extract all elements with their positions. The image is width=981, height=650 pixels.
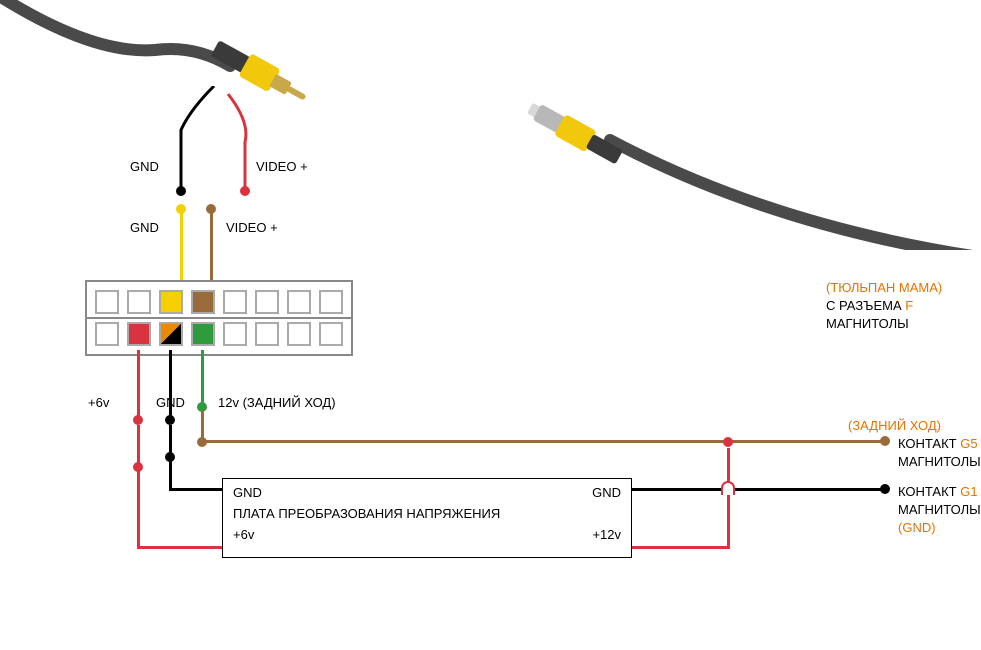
dot-red12-join [723, 437, 733, 447]
wire-red12-v [727, 448, 730, 549]
box-gnd-left: GND [233, 485, 262, 500]
pin-t6 [255, 290, 279, 314]
label-6v: +6v [88, 395, 109, 410]
label-reverse-right: (ЗАДНИЙ ХОД) [848, 418, 941, 433]
box-12v: +12v [592, 527, 621, 542]
wire-brown-v [201, 410, 204, 442]
label-radio1: МАГНИТОЛЫ [826, 316, 909, 331]
pin-b1 [95, 322, 119, 346]
dot-gnd2 [176, 204, 186, 214]
wire-black-right [632, 488, 884, 491]
pin-b6 [255, 322, 279, 346]
dot-gnd3 [165, 415, 175, 425]
label-from-f: С РАЗЪЕМА F [826, 298, 913, 313]
wire-green-bot [201, 350, 204, 406]
pin-b3-orange [159, 322, 183, 346]
label-g1-code: G1 [960, 484, 977, 499]
dot-video1 [240, 186, 250, 196]
wire-brown-mid [210, 208, 213, 284]
pin-b2-red [127, 322, 151, 346]
label-contact-g1: КОНТАКТ [898, 484, 957, 499]
wire-red-to-6v-h [137, 546, 222, 549]
box-title: ПЛАТА ПРЕОБРАЗОВАНИЯ НАПРЯЖЕНИЯ [233, 506, 621, 521]
wire-red-to-6v-v [137, 468, 140, 548]
wire-black-to-gnd [169, 455, 172, 490]
label-radio3: МАГНИТОЛЫ [898, 502, 981, 517]
wire-black-to-gnd-h [169, 488, 222, 491]
connector-divider [87, 317, 351, 319]
pin-b7 [287, 322, 311, 346]
wire-red-bot [137, 350, 140, 420]
pin-b5 [223, 322, 247, 346]
female-cable [600, 110, 981, 250]
dot-brown-end [880, 436, 890, 446]
label-g5: КОНТАКТ G5 [898, 436, 978, 451]
wire-red12-h1 [632, 546, 730, 549]
dot-black-end [880, 484, 890, 494]
label-video1: VIDEO + [256, 159, 308, 174]
pin-b4-green [191, 322, 215, 346]
pin-t4-brown [191, 290, 215, 314]
pin-b8 [319, 322, 343, 346]
pin-t8 [319, 290, 343, 314]
converter-box: GND GND ПЛАТА ПРЕОБРАЗОВАНИЯ НАПРЯЖЕНИЯ … [222, 478, 632, 558]
label-radio2: МАГНИТОЛЫ [898, 454, 981, 469]
pin-t3-yellow [159, 290, 183, 314]
pin-t5 [223, 290, 247, 314]
label-g1: КОНТАКТ G1 [898, 484, 978, 499]
label-12v-rev: 12v (ЗАДНИЙ ХОД) [218, 395, 336, 410]
pin-t7 [287, 290, 311, 314]
label-gnd2: GND [130, 220, 159, 235]
label-tulip: (ТЮЛЬПАН МАМА) [826, 280, 942, 295]
wire-jump [721, 481, 735, 495]
label-gnd-right: (GND) [898, 520, 936, 535]
label-f-letter: F [905, 298, 913, 313]
wire-yellow-mid [180, 208, 183, 284]
box-gnd-right: GND [592, 485, 621, 500]
pin-t2 [127, 290, 151, 314]
dot-gnd1 [176, 186, 186, 196]
label-video2: VIDEO + [226, 220, 278, 235]
label-from-f-text: С РАЗЪЕМА [826, 298, 902, 313]
label-gnd1: GND [130, 159, 159, 174]
dot-6v [133, 415, 143, 425]
pin-t1 [95, 290, 119, 314]
label-contact-g5: КОНТАКТ [898, 436, 957, 451]
label-g5-code: G5 [960, 436, 977, 451]
dot-video2 [206, 204, 216, 214]
wire-brown-h [201, 440, 884, 443]
box-6v: +6v [233, 527, 254, 542]
label-gnd3: GND [156, 395, 185, 410]
